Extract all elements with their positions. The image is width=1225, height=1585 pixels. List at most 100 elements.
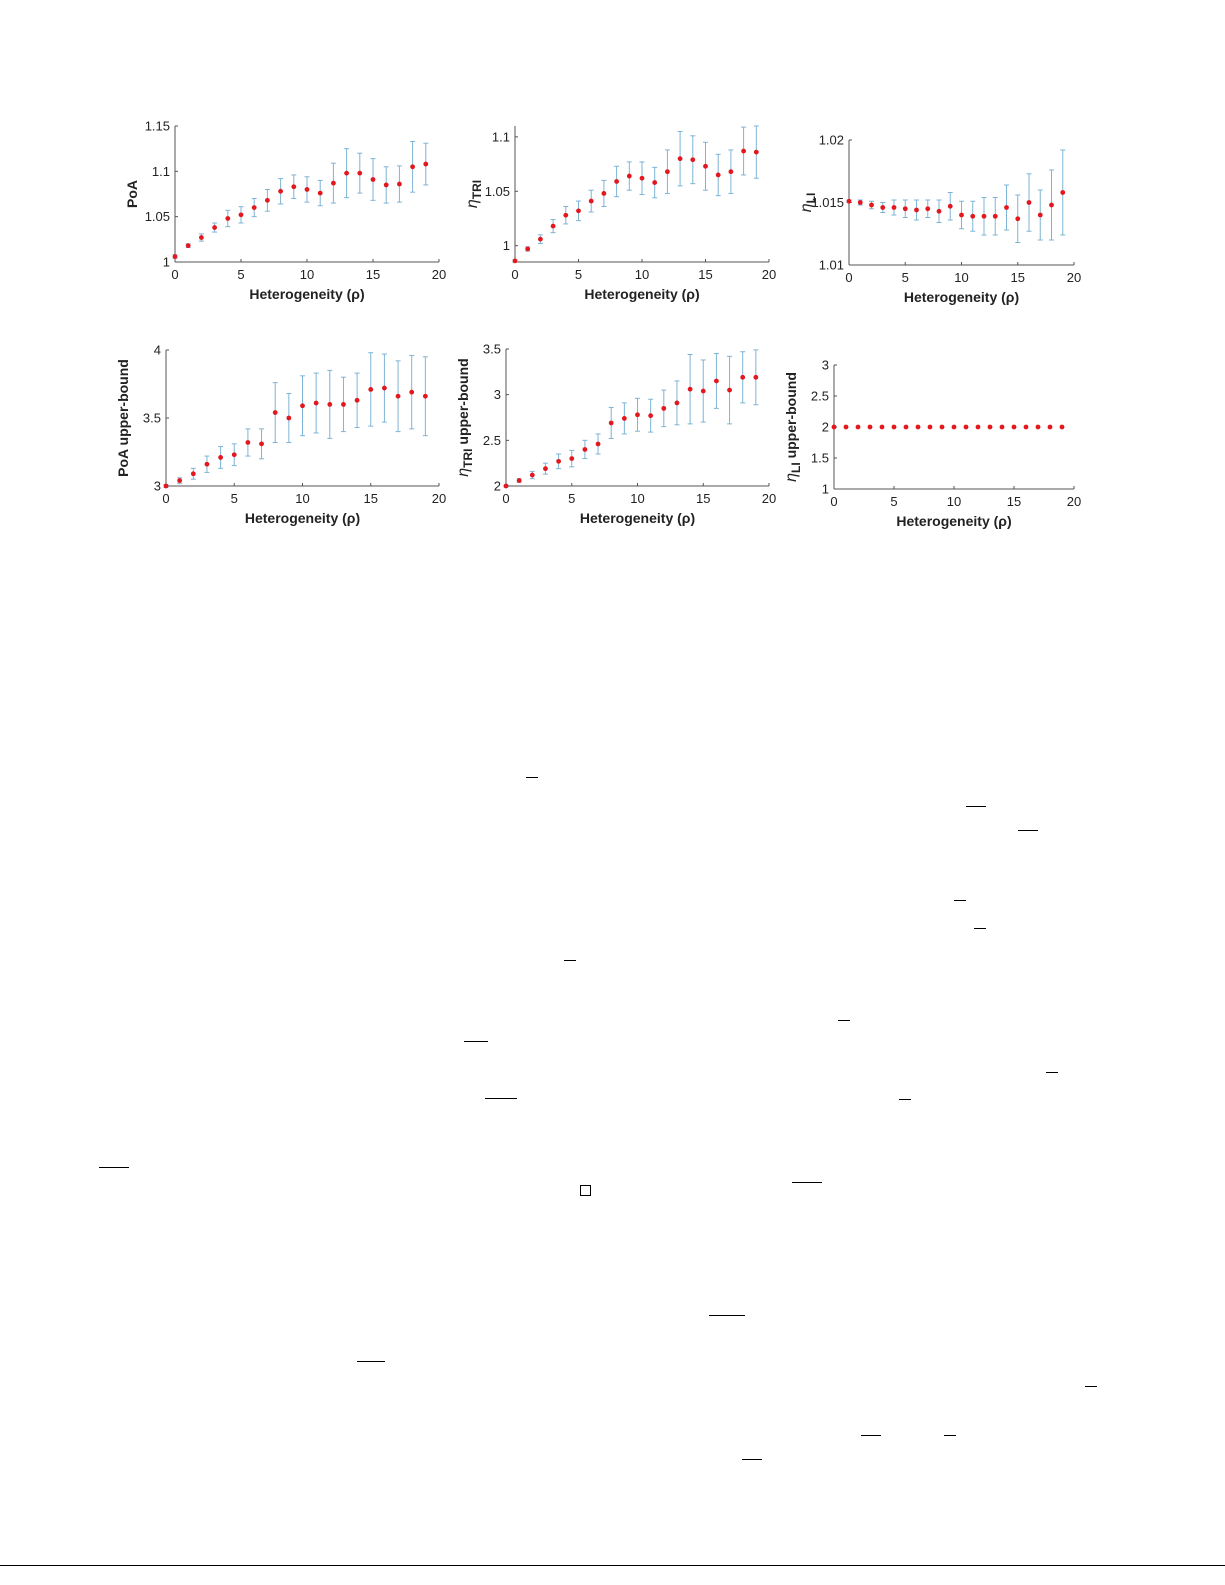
data-point xyxy=(690,157,696,163)
data-point xyxy=(753,374,759,380)
data-point xyxy=(225,216,231,221)
data-point xyxy=(626,173,632,179)
data-point xyxy=(914,207,919,213)
y-tick-label: 3.5 xyxy=(143,411,161,426)
data-point xyxy=(251,205,257,210)
x-tick-label: 20 xyxy=(1067,270,1081,285)
overbar-mark xyxy=(792,1182,822,1183)
x-tick-label: 15 xyxy=(696,491,710,506)
overbar-mark xyxy=(1085,1386,1097,1387)
data-point xyxy=(344,170,349,176)
data-point xyxy=(368,387,374,392)
data-point xyxy=(939,424,945,430)
data-point xyxy=(512,258,518,264)
data-point xyxy=(700,388,706,394)
x-axis-label: Heterogeneity (ρ) xyxy=(896,513,1011,529)
y-tick-label: 3.5 xyxy=(483,342,501,357)
data-point xyxy=(529,472,535,478)
data-point xyxy=(727,387,732,393)
data-point xyxy=(951,424,957,430)
data-point xyxy=(265,197,270,203)
overbar-mark xyxy=(899,1099,911,1100)
data-point xyxy=(503,483,509,489)
overbar-mark xyxy=(526,777,538,778)
data-point xyxy=(212,225,217,230)
x-tick-label: 20 xyxy=(762,267,776,282)
data-point xyxy=(1059,424,1065,430)
data-point xyxy=(891,205,897,210)
x-tick-label: 0 xyxy=(171,267,178,282)
data-point xyxy=(569,456,575,461)
y-tick-label: 2.5 xyxy=(483,433,501,448)
data-point xyxy=(177,478,183,483)
x-tick-label: 0 xyxy=(845,270,852,285)
plot-eta-tri: 0 5 10 15 20 1 1.05 1.1 Heterogeneity (ρ) ηTRI xyxy=(464,125,776,302)
data-point xyxy=(576,208,581,214)
x-axis-label: Heterogeneity (ρ) xyxy=(904,289,1019,305)
overbar-mark xyxy=(838,1020,850,1021)
plot-eta-li: 0 5 10 15 20 1.01 1.015 1.02 Heterogeneity (ρ) ηL… xyxy=(798,133,1081,306)
y-tick-label: 3 xyxy=(494,387,501,402)
data-point xyxy=(855,424,861,430)
data-point xyxy=(1011,424,1017,430)
data-point xyxy=(163,483,169,489)
x-tick-label: 20 xyxy=(1067,494,1081,509)
overbar-mark xyxy=(564,960,576,961)
data-point xyxy=(879,424,885,430)
data-point xyxy=(753,149,759,155)
data-point xyxy=(550,223,556,229)
data-point xyxy=(869,202,874,208)
y-tick-label: 1.1 xyxy=(492,129,510,144)
data-point xyxy=(987,424,993,430)
data-point xyxy=(556,458,561,464)
data-point xyxy=(341,402,346,407)
data-point xyxy=(327,402,333,407)
overbar-mark xyxy=(1046,1072,1058,1073)
data-point xyxy=(947,203,953,209)
x-tick-label: 15 xyxy=(364,491,378,506)
y-axis-label: ηLI upper-bound xyxy=(783,372,803,482)
data-point xyxy=(383,182,389,188)
data-point xyxy=(278,188,283,194)
x-tick-label: 5 xyxy=(237,267,244,282)
y-axis-label: PoA xyxy=(124,180,140,208)
x-tick-label: 20 xyxy=(432,267,446,282)
data-point xyxy=(857,200,863,205)
overbar-mark xyxy=(944,1435,956,1436)
x-axis-label: Heterogeneity (ρ) xyxy=(580,510,695,526)
data-point xyxy=(1004,205,1009,210)
x-tick-label: 0 xyxy=(162,491,169,506)
data-point xyxy=(831,424,837,430)
overbar-mark xyxy=(485,1098,517,1099)
data-point xyxy=(963,424,969,430)
data-point xyxy=(357,170,363,176)
data-point xyxy=(410,164,415,170)
data-point xyxy=(300,403,305,409)
x-tick-label: 5 xyxy=(902,270,909,285)
overbar-mark xyxy=(464,1041,488,1042)
qed-box-icon xyxy=(580,1185,591,1196)
data-point xyxy=(714,378,719,384)
data-point xyxy=(516,478,522,483)
data-point xyxy=(563,212,569,218)
data-point xyxy=(245,440,251,445)
overbar-mark xyxy=(974,928,986,929)
y-tick-label: 4 xyxy=(154,343,161,358)
bottom-rule xyxy=(0,1565,1225,1566)
y-tick-label: 1 xyxy=(503,238,510,253)
y-tick-label: 1.02 xyxy=(819,133,844,148)
x-tick-label: 10 xyxy=(635,267,649,282)
y-tick-label: 1 xyxy=(822,482,829,497)
x-tick-label: 5 xyxy=(231,491,238,506)
data-point xyxy=(970,213,976,219)
x-tick-label: 10 xyxy=(630,491,644,506)
data-point xyxy=(199,235,204,240)
overbar-mark xyxy=(709,1315,745,1316)
data-point xyxy=(687,386,693,392)
data-point xyxy=(614,179,619,184)
plot-poa-upper-bound: 0 5 10 15 20 3 3.5 4 Heterogeneity (ρ) PoA upper-… xyxy=(115,343,446,527)
data-point xyxy=(867,424,873,430)
data-point xyxy=(936,208,942,214)
data-point xyxy=(1035,424,1041,430)
overbar-mark xyxy=(954,900,966,901)
